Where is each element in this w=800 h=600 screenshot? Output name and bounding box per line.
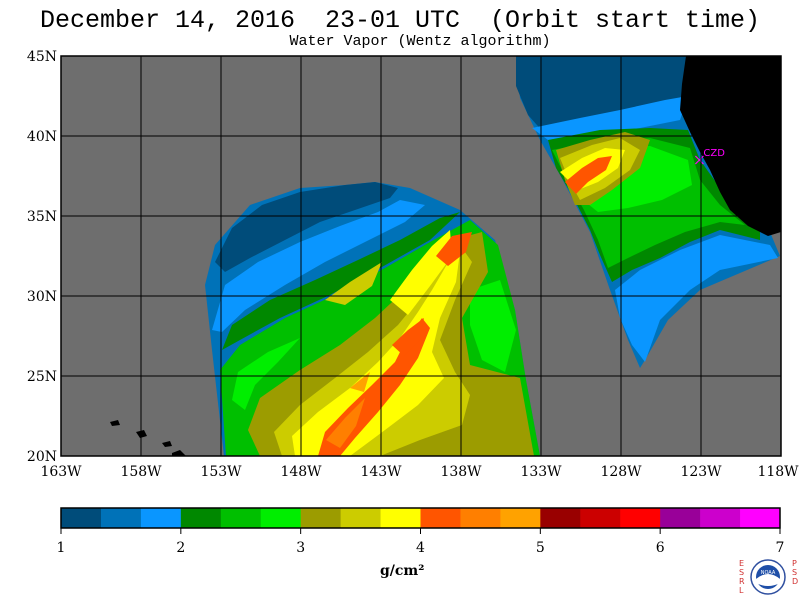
colorbar: 1 2 3 4 5 6 7 [57, 507, 785, 556]
lat-tick-label: 20N [27, 449, 57, 465]
colorbar-swatch [140, 508, 182, 528]
west-dark-blue [215, 182, 398, 272]
station-label: CZD [703, 148, 725, 159]
colorbar-units-label: g/cm² [380, 563, 425, 579]
lat-tick-label: 35N [27, 209, 57, 225]
west-yellow-b [390, 230, 452, 315]
lat-tick-label: 40N [27, 129, 57, 145]
lon-tick-label: 128W [600, 464, 642, 480]
colorbar-tick-label: 7 [776, 540, 785, 556]
colorbar-swatch [660, 508, 701, 528]
land-hawaii-big [172, 450, 186, 456]
colorbar-swatch [61, 508, 102, 528]
logo-letter-l: L [739, 586, 744, 595]
colorbar-tick-label: 1 [57, 540, 66, 556]
west-blue [212, 200, 425, 332]
logo-letter-r: R [739, 577, 745, 586]
noaa-logo: E S R L NOAA P S D [739, 559, 798, 595]
colorbar-swatch [260, 508, 302, 528]
colorbar-swatch [620, 508, 661, 528]
colorbar-swatch [220, 508, 262, 528]
west-amber [350, 372, 370, 392]
west-dorange-c [436, 232, 472, 266]
logo-letter-p: P [792, 559, 797, 568]
logo-letter-d: D [792, 577, 798, 586]
west-yolive [274, 248, 472, 456]
lat-tick-label: 25N [27, 369, 57, 385]
logo-letter-s: S [739, 568, 744, 577]
east-blue-south [615, 235, 778, 362]
lon-tick-label: 118W [757, 464, 799, 480]
lon-tick-label: 123W [680, 464, 722, 480]
land-hawaii-maui [162, 441, 172, 447]
colorbar-tick-label: 2 [176, 540, 185, 556]
colorbar-tick-label: 5 [536, 540, 545, 556]
lat-tick-label: 45N [27, 49, 57, 65]
lon-tick-label: 153W [200, 464, 242, 480]
lon-tick-label: 138W [440, 464, 482, 480]
land-hawaii-niihau [110, 420, 120, 426]
logo-letter-e: E [739, 559, 744, 568]
east-blue [532, 96, 688, 140]
page-subtitle: Water Vapor (Wentz algorithm) [289, 33, 551, 50]
lon-tick-label: 158W [120, 464, 162, 480]
map-image-layer: CZD [61, 56, 781, 456]
colorbar-swatch [460, 508, 501, 528]
colorbar-swatch [180, 508, 222, 528]
page-title: December 14, 2016 23-01 UTC (Orbit start… [39, 6, 761, 35]
west-dorange-b [392, 318, 424, 356]
land-north-america [680, 56, 781, 236]
station-marker [694, 155, 704, 165]
colorbar-tick-label: 4 [416, 540, 425, 556]
lon-tick-label: 143W [360, 464, 402, 480]
west-yolive-b [325, 262, 382, 305]
west-bgreen-a [232, 338, 300, 410]
colorbar-swatch [300, 508, 342, 528]
logo-bird [756, 574, 780, 586]
colorbar-swatch [740, 508, 781, 528]
lon-tick-label: 163W [40, 464, 82, 480]
lat-tick-label: 30N [27, 289, 57, 305]
colorbar-swatch [500, 508, 541, 528]
west-yellow [292, 252, 460, 456]
west-orange [326, 398, 365, 448]
lat-lon-grid [60, 55, 782, 457]
colorbar-tick-label: 6 [656, 540, 665, 556]
colorbar-swatch [580, 508, 621, 528]
colorbar-tick-label: 3 [296, 540, 305, 556]
west-bgreen-b [470, 280, 516, 372]
map-border [60, 55, 782, 457]
colorbar-swatch [380, 508, 421, 528]
colorbar-swatch [340, 508, 382, 528]
lon-tick-label: 148W [280, 464, 322, 480]
lon-tick-label: 133W [520, 464, 562, 480]
colorbar-swatch [420, 508, 461, 528]
colorbar-swatch [540, 508, 581, 528]
east-dorange [565, 156, 612, 194]
west-dgreen [222, 212, 460, 350]
colorbar-swatch [700, 508, 741, 528]
logo-center-text: NOAA [761, 570, 776, 576]
colorbar-swatch [100, 508, 142, 528]
logo-letter-s2: S [792, 568, 797, 577]
